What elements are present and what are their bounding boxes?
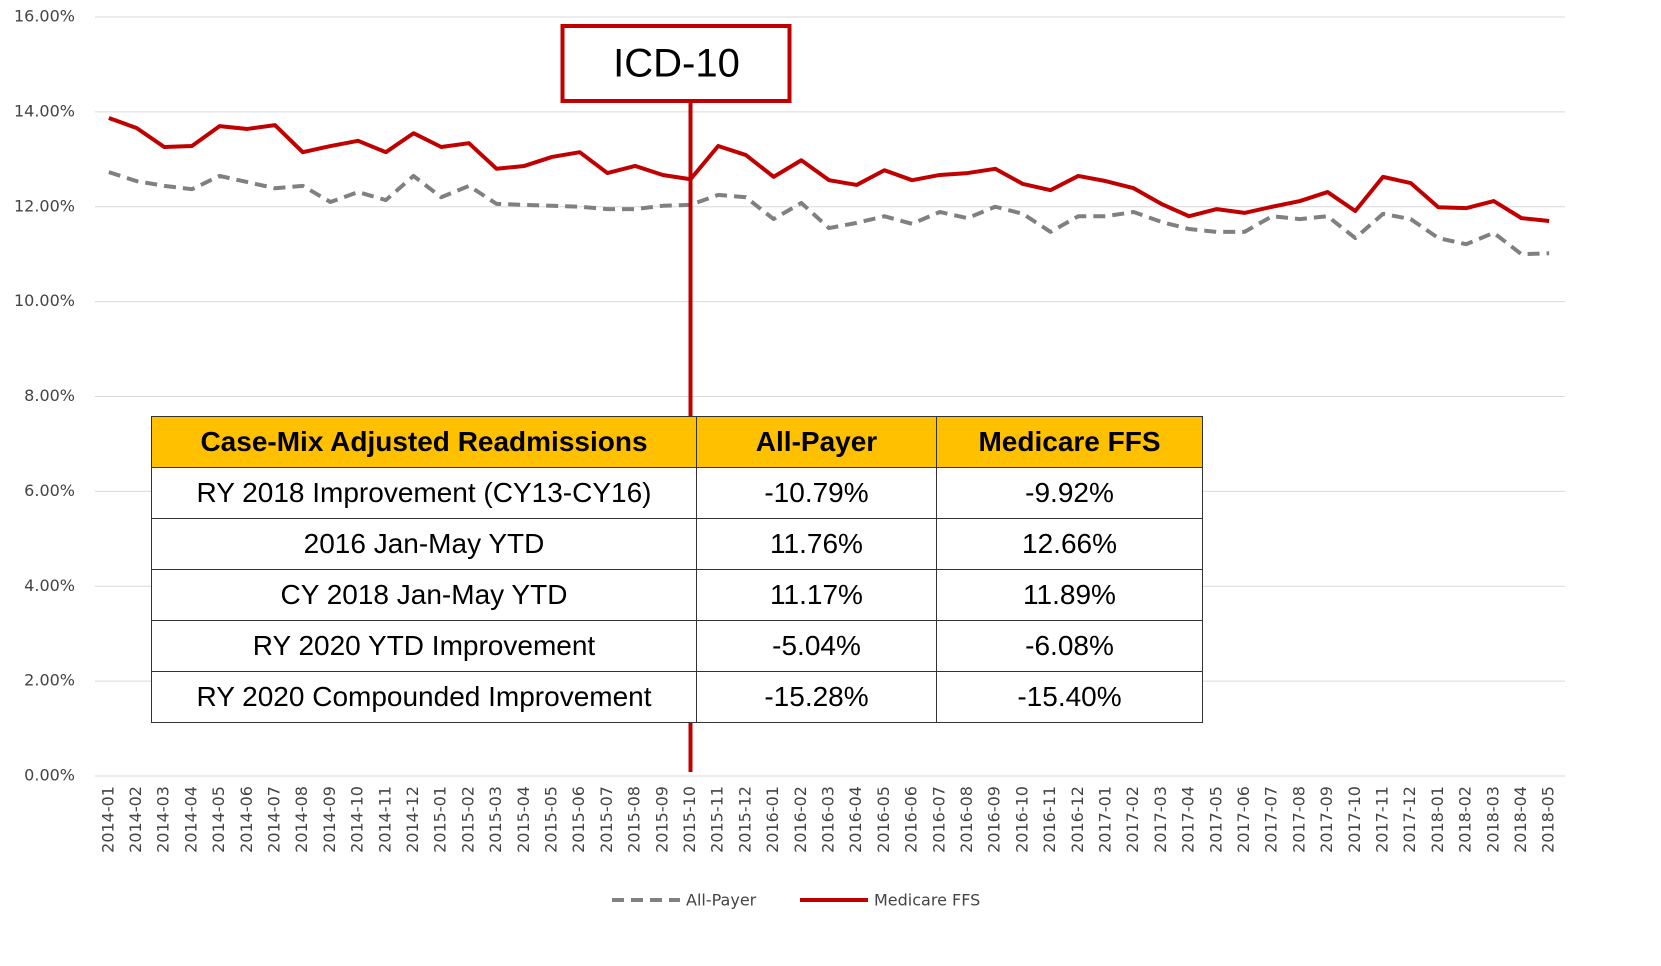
table-row: RY 2020 YTD Improvement -5.04% -6.08% [151, 620, 1203, 672]
x-tick-label: 2014-12 [403, 786, 422, 853]
table-row: CY 2018 Jan-May YTD 11.17% 11.89% [151, 569, 1203, 621]
table-cell: RY 2020 YTD Improvement [151, 620, 697, 672]
table-cell: -15.40% [936, 671, 1203, 723]
x-tick-label: 2017-01 [1095, 786, 1114, 853]
table-header-row: Case-Mix Adjusted Readmissions All-Payer M… [151, 416, 1203, 468]
legend-label: Medicare FFS [874, 891, 980, 910]
x-tick-label: 2018-02 [1456, 786, 1475, 853]
table-row: RY 2020 Compounded Improvement -15.28% -15… [151, 671, 1203, 723]
x-tick-label: 2015-06 [569, 786, 588, 853]
table-row: 2016 Jan-May YTD 11.76% 12.66% [151, 518, 1203, 570]
table-cell: 11.76% [696, 518, 937, 570]
y-tick-label: 10.00% [14, 291, 75, 310]
x-tick-label: 2016-11 [1040, 786, 1059, 853]
y-tick-label: 6.00% [24, 481, 75, 500]
x-tick-label: 2016-01 [763, 786, 782, 853]
x-tick-label: 2016-09 [985, 786, 1004, 853]
x-tick-label: 2017-06 [1234, 786, 1253, 853]
x-tick-label: 2015-03 [486, 786, 505, 853]
table-cell: 12.66% [936, 518, 1203, 570]
x-tick-label: 2015-09 [652, 786, 671, 853]
x-tick-label: 2015-10 [680, 786, 699, 853]
table-cell: -15.28% [696, 671, 937, 723]
x-tick-label: 2015-12 [735, 786, 754, 853]
x-tick-label: 2016-06 [902, 786, 921, 853]
table-header-cell: Case-Mix Adjusted Readmissions [151, 416, 697, 468]
x-tick-label: 2014-02 [126, 786, 145, 853]
x-tick-label: 2016-10 [1012, 786, 1031, 853]
x-tick-label: 2018-01 [1428, 786, 1447, 853]
x-tick-label: 2014-01 [98, 786, 117, 853]
x-tick-label: 2017-03 [1151, 786, 1170, 853]
x-tick-label: 2015-11 [708, 786, 727, 853]
x-tick-label: 2014-08 [292, 786, 311, 853]
y-tick-label: 14.00% [14, 101, 75, 120]
x-tick-label: 2016-02 [791, 786, 810, 853]
legend-label: All-Payer [686, 891, 757, 910]
x-tick-label: 2016-04 [846, 786, 865, 853]
x-tick-label: 2014-10 [348, 786, 367, 853]
x-tick-label: 2016-05 [874, 786, 893, 853]
x-tick-label: 2014-07 [265, 786, 284, 853]
series-line [108, 116, 1550, 223]
table-cell: -5.04% [696, 620, 937, 672]
table-cell: RY 2018 Improvement (CY13-CY16) [151, 467, 697, 519]
y-tick-label: 16.00% [14, 7, 75, 26]
y-tick-label: 12.00% [14, 196, 75, 215]
x-tick-label: 2017-10 [1345, 786, 1364, 853]
x-tick-label: 2016-12 [1068, 786, 1087, 853]
table-cell: -9.92% [936, 467, 1203, 519]
x-tick-label: 2018-04 [1511, 786, 1530, 853]
x-tick-label: 2015-02 [458, 786, 477, 853]
annotation-box [560, 24, 792, 103]
x-tick-label: 2017-04 [1179, 786, 1198, 853]
table-header-cell: Medicare FFS [936, 416, 1203, 468]
x-tick-label: 2014-11 [375, 786, 394, 853]
table-row: RY 2018 Improvement (CY13-CY16) -10.79% -9… [151, 467, 1203, 519]
x-tick-label: 2016-03 [819, 786, 838, 853]
x-tick-label: 2017-02 [1123, 786, 1142, 853]
x-tick-label: 2015-04 [514, 786, 533, 853]
table-cell: -6.08% [936, 620, 1203, 672]
x-tick-label: 2017-11 [1372, 786, 1391, 853]
y-tick-label: 0.00% [24, 766, 75, 785]
x-tick-label: 2017-08 [1289, 786, 1308, 853]
x-tick-label: 2018-03 [1483, 786, 1502, 853]
x-tick-label: 2014-03 [154, 786, 173, 853]
table-cell: RY 2020 Compounded Improvement [151, 671, 697, 723]
summary-table: Case-Mix Adjusted Readmissions All-Payer M… [151, 416, 1203, 723]
x-tick-label: 2017-07 [1262, 786, 1281, 853]
annotation-text: ICD-10 [613, 42, 740, 86]
table-cell: 11.89% [936, 569, 1203, 621]
y-tick-label: 2.00% [24, 671, 75, 690]
x-tick-label: 2015-05 [542, 786, 561, 853]
x-tick-label: 2014-09 [320, 786, 339, 853]
x-tick-label: 2015-07 [597, 786, 616, 853]
y-tick-label: 4.00% [24, 576, 75, 595]
table-header-cell: All-Payer [696, 416, 937, 468]
table-cell: 11.17% [696, 569, 937, 621]
table-cell: CY 2018 Jan-May YTD [151, 569, 697, 621]
series-line [108, 170, 1550, 257]
x-tick-label: 2014-06 [237, 786, 256, 853]
x-tick-label: 2017-05 [1206, 786, 1225, 853]
x-tick-label: 2016-08 [957, 786, 976, 853]
table-cell: -10.79% [696, 467, 937, 519]
x-tick-label: 2014-05 [209, 786, 228, 853]
x-tick-label: 2015-01 [431, 786, 450, 853]
table-cell: 2016 Jan-May YTD [151, 518, 697, 570]
x-tick-label: 2015-08 [625, 786, 644, 853]
x-tick-label: 2014-04 [181, 786, 200, 853]
x-tick-label: 2017-09 [1317, 786, 1336, 853]
x-tick-label: 2018-05 [1539, 786, 1558, 853]
x-tick-label: 2016-07 [929, 786, 948, 853]
x-tick-label: 2017-12 [1400, 786, 1419, 853]
y-tick-label: 8.00% [24, 386, 75, 405]
